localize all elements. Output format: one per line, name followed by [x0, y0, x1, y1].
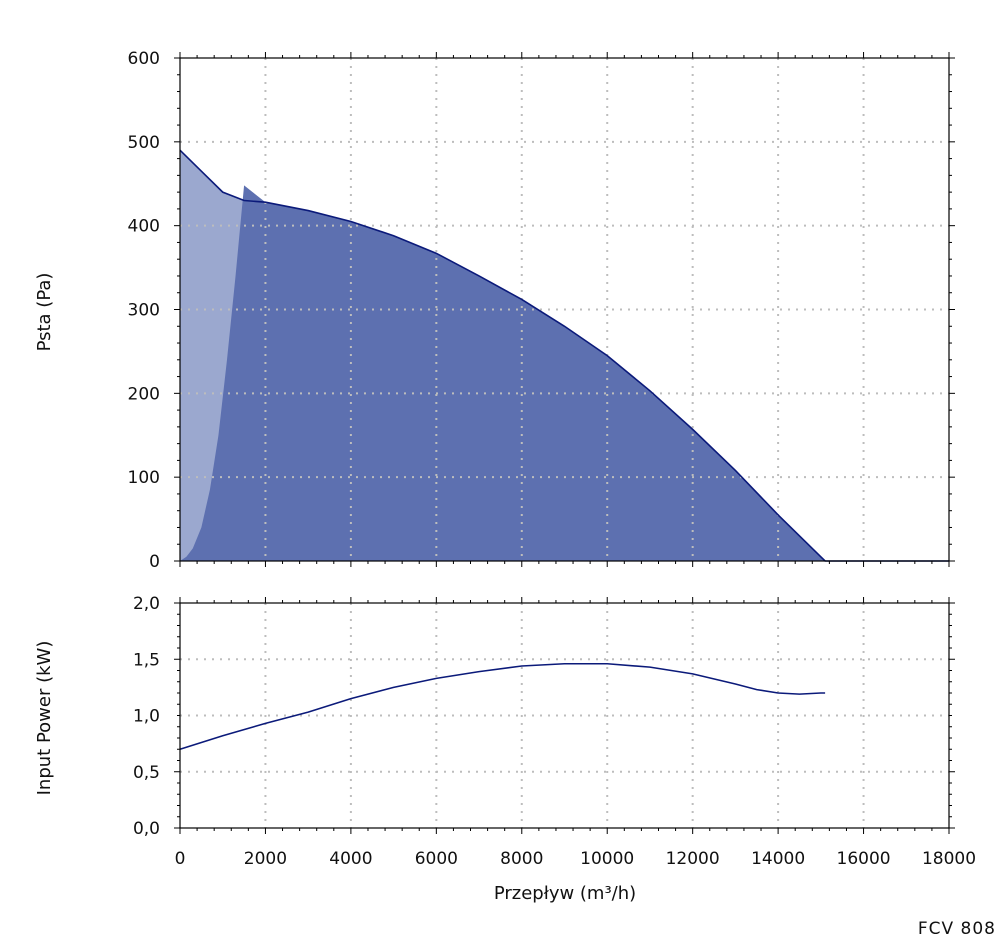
- pressure-y-axis-title: Psta (Pa): [34, 273, 55, 352]
- power-panel: 0,0 0,5 1,0 1,5 2,0 0 2000 4000 6000 8000 10000 120…: [133, 594, 976, 869]
- pressure-y-tick-label: 500: [128, 133, 160, 153]
- x-tick-label: 18000: [922, 849, 976, 869]
- power-y-tick-label: 1,5: [133, 650, 160, 670]
- x-tick-label: 0: [175, 849, 186, 869]
- pressure-y-tick-label: 100: [128, 468, 160, 488]
- power-y-tick-label: 2,0: [133, 594, 160, 614]
- x-tick-label: 6000: [415, 849, 458, 869]
- pressure-panel: 0 100 200 300 400 500 600: [128, 49, 955, 572]
- pressure-y-tick-label: 600: [128, 49, 160, 69]
- power-y-axis-title: Input Power (kW): [34, 641, 55, 796]
- x-tick-label: 4000: [329, 849, 372, 869]
- power-curve-line: [179, 662, 826, 751]
- product-model-label: FCV 808: [917, 919, 996, 939]
- power-y-tick-label: 0,5: [133, 763, 160, 783]
- x-tick-label: 10000: [580, 849, 634, 869]
- x-tick-label: 16000: [837, 849, 891, 869]
- x-tick-label: 12000: [666, 849, 720, 869]
- power-y-tick-label: 1,0: [133, 707, 160, 727]
- pressure-y-tick-label: 300: [128, 301, 160, 321]
- x-tick-label: 2000: [244, 849, 287, 869]
- pressure-curve-line: [179, 149, 949, 562]
- x-tick-label: 8000: [500, 849, 543, 869]
- pressure-y-tick-label: 200: [128, 384, 160, 404]
- x-axis-title: Przepływ (m³/h): [494, 883, 636, 904]
- operating-region-fill: [180, 185, 826, 561]
- pressure-y-tick-label: 400: [128, 217, 160, 237]
- pressure-y-tick-label: 0: [149, 552, 160, 572]
- x-tick-label: 14000: [751, 849, 805, 869]
- power-y-tick-label: 0,0: [133, 819, 160, 839]
